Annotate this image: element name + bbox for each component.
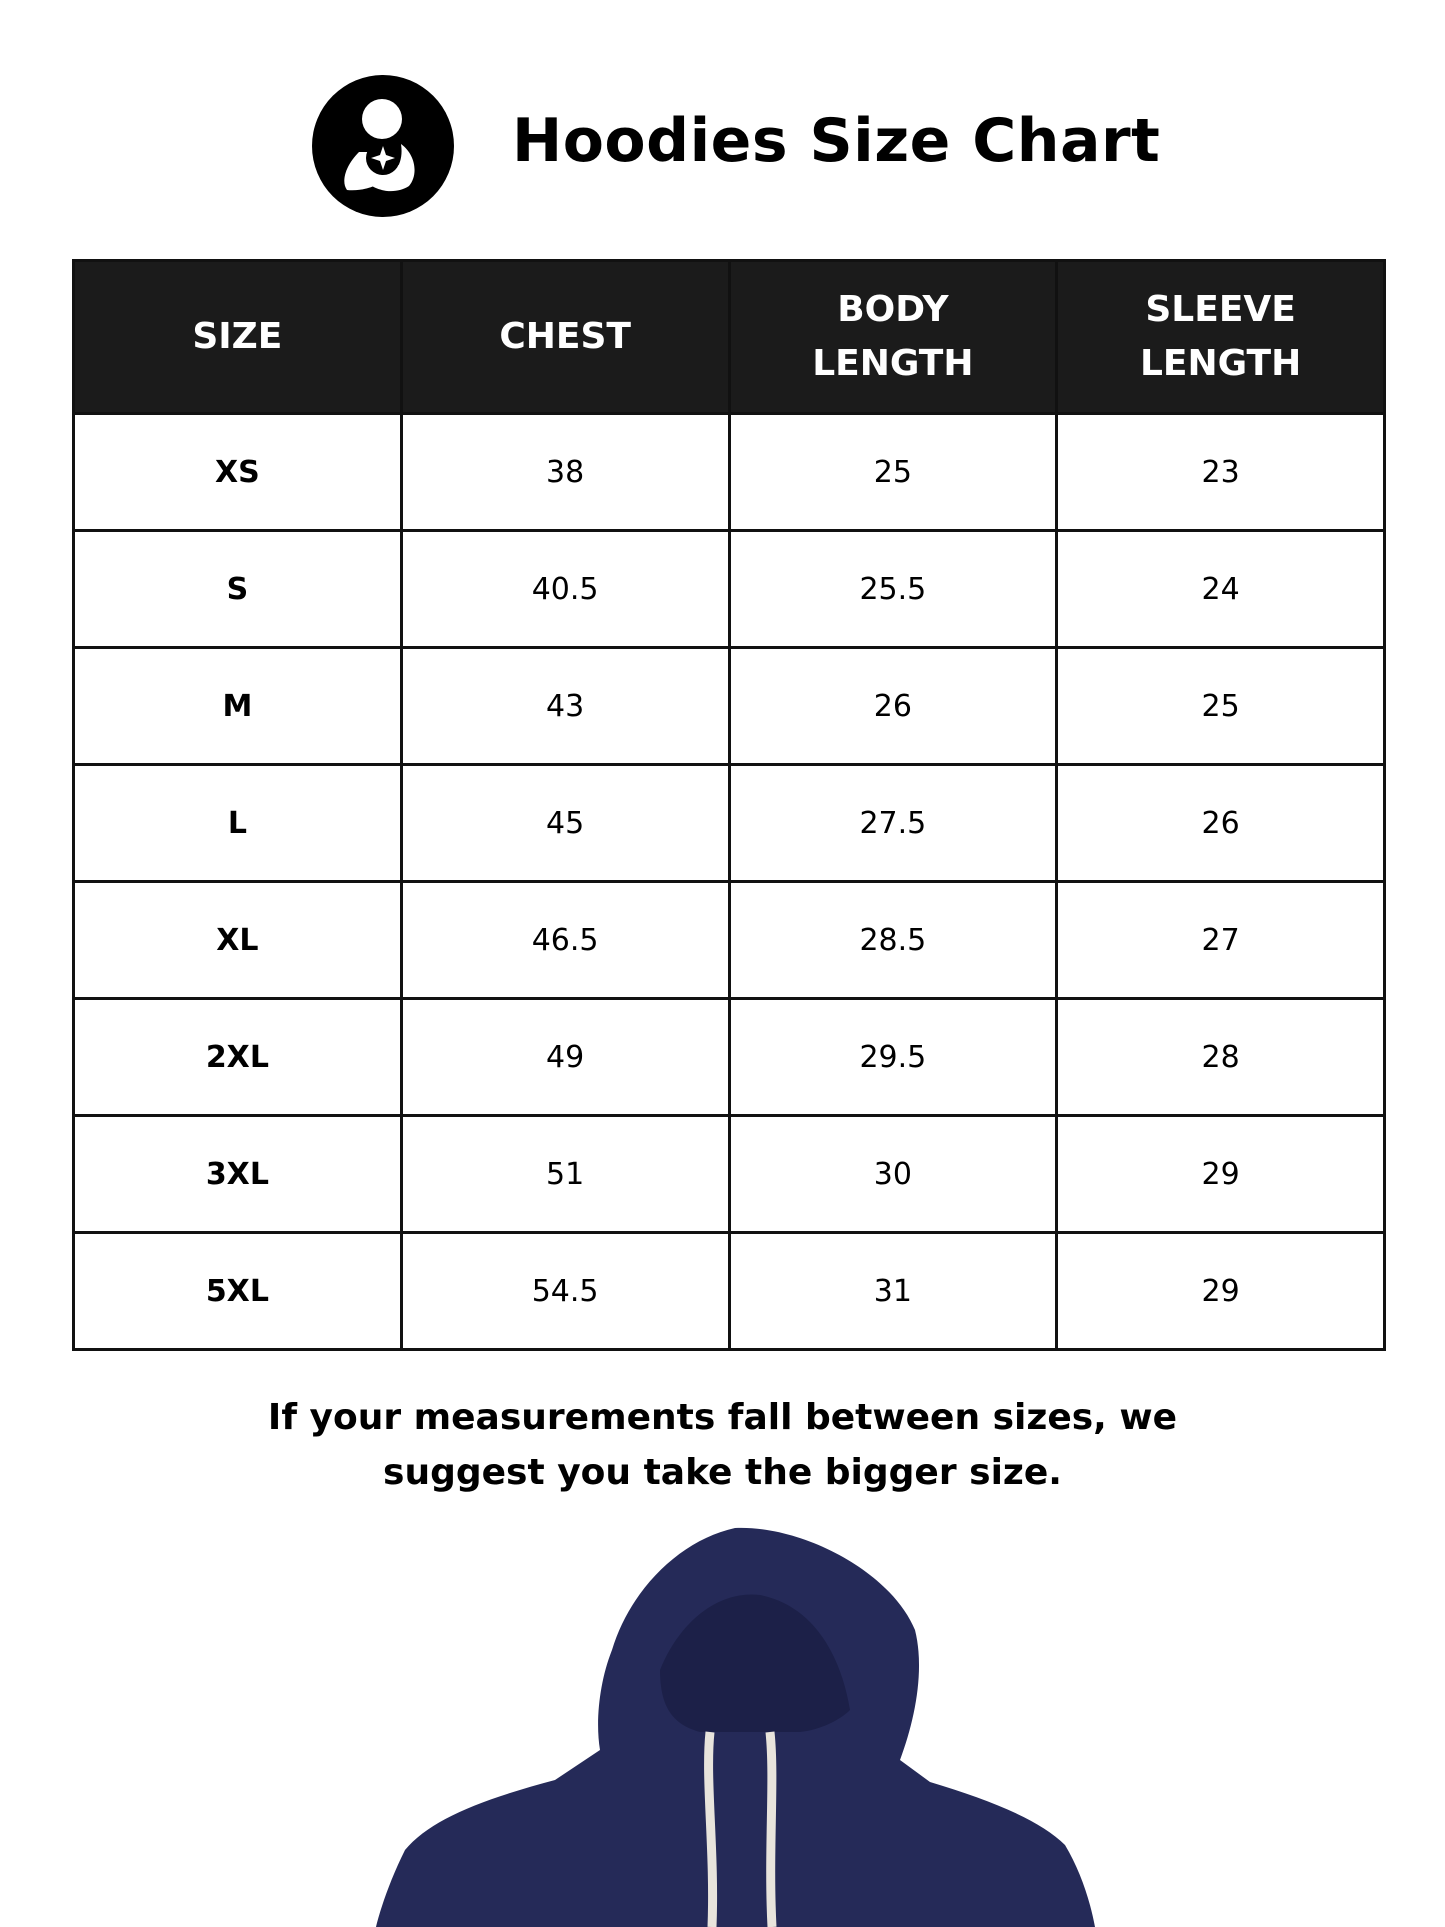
table-row: 3XL 51 30 29 xyxy=(72,1114,1386,1234)
measurement-cell: 26 xyxy=(727,646,1059,766)
measurement-cell: 28 xyxy=(1055,997,1386,1117)
hoodie-image xyxy=(376,1527,1095,1927)
page-title: Hoodies Size Chart xyxy=(512,106,1161,176)
column-header: BODY LENGTH xyxy=(727,259,1059,415)
column-header: SIZE xyxy=(72,259,403,415)
measurement-cell: 28.5 xyxy=(727,880,1059,1000)
table-row: L 45 27.5 26 xyxy=(72,763,1386,883)
size-cell: 2XL xyxy=(72,997,403,1117)
sizing-note-line2: suggest you take the bigger size. xyxy=(383,1452,1062,1493)
measurement-cell: 40.5 xyxy=(399,529,731,649)
measurement-cell: 46.5 xyxy=(399,880,731,1000)
column-header: CHEST xyxy=(399,259,731,415)
measurement-cell: 49 xyxy=(399,997,731,1117)
measurement-cell: 29.5 xyxy=(727,997,1059,1117)
table-row: XL 46.5 28.5 27 xyxy=(72,880,1386,1000)
size-cell: XS xyxy=(72,412,403,532)
measurement-cell: 27.5 xyxy=(727,763,1059,883)
table-row: M 43 26 25 xyxy=(72,646,1386,766)
measurement-cell: 51 xyxy=(399,1114,731,1234)
measurement-cell: 25 xyxy=(1055,646,1386,766)
measurement-cell: 26 xyxy=(1055,763,1386,883)
table-row: 5XL 54.5 31 29 xyxy=(72,1231,1386,1351)
table-row: S 40.5 25.5 24 xyxy=(72,529,1386,649)
measurement-cell: 31 xyxy=(727,1231,1059,1351)
measurement-cell: 43 xyxy=(399,646,731,766)
measurement-cell: 45 xyxy=(399,763,731,883)
measurement-cell: 29 xyxy=(1055,1114,1386,1234)
measurement-cell: 23 xyxy=(1055,412,1386,532)
table-row: 2XL 49 29.5 28 xyxy=(72,997,1386,1117)
measurement-cell: 38 xyxy=(399,412,731,532)
column-header: SLEEVE LENGTH xyxy=(1055,259,1386,415)
size-cell: S xyxy=(72,529,403,649)
sizing-note: If your measurements fall between sizes,… xyxy=(0,1390,1445,1500)
brand-logo-icon xyxy=(312,75,454,217)
table-header-row: SIZE CHEST BODY LENGTH SLEEVE LENGTH xyxy=(72,259,1386,415)
measurement-cell: 30 xyxy=(727,1114,1059,1234)
size-cell: 3XL xyxy=(72,1114,403,1234)
measurement-cell: 54.5 xyxy=(399,1231,731,1351)
size-cell: L xyxy=(72,763,403,883)
size-cell: M xyxy=(72,646,403,766)
size-cell: XL xyxy=(72,880,403,1000)
size-chart-table: SIZE CHEST BODY LENGTH SLEEVE LENGTH XS 38 25 23… xyxy=(72,259,1386,1351)
measurement-cell: 24 xyxy=(1055,529,1386,649)
measurement-cell: 27 xyxy=(1055,880,1386,1000)
measurement-cell: 25 xyxy=(727,412,1059,532)
measurement-cell: 25.5 xyxy=(727,529,1059,649)
sizing-note-line1: If your measurements fall between sizes,… xyxy=(267,1397,1178,1438)
table-row: XS 38 25 23 xyxy=(72,412,1386,532)
size-cell: 5XL xyxy=(72,1231,403,1351)
measurement-cell: 29 xyxy=(1055,1231,1386,1351)
